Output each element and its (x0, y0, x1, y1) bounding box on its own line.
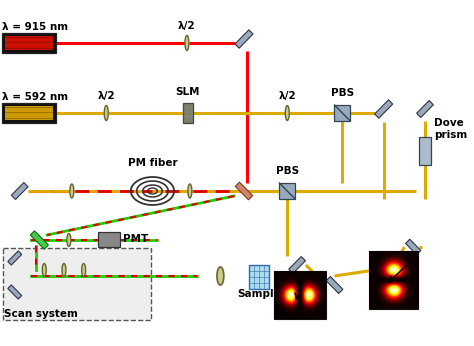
Text: λ = 915 nm: λ = 915 nm (2, 22, 68, 32)
Ellipse shape (188, 184, 192, 198)
Bar (369, 251, 418, 309)
Bar (274, 271, 326, 319)
Text: PMT: PMT (123, 234, 148, 244)
Bar (335, 105, 350, 121)
Bar (2, 103, 56, 123)
Ellipse shape (62, 264, 66, 276)
Text: Sample: Sample (237, 289, 281, 299)
Bar (183, 103, 193, 123)
Ellipse shape (217, 267, 224, 285)
Bar (235, 182, 253, 200)
Ellipse shape (104, 106, 108, 120)
Bar (374, 100, 393, 118)
Ellipse shape (82, 264, 86, 276)
Bar (417, 101, 433, 118)
Bar (5, 106, 53, 120)
Ellipse shape (285, 106, 289, 120)
Ellipse shape (70, 184, 74, 198)
Text: λ/2: λ/2 (278, 91, 296, 101)
Text: Dove
prism: Dove prism (434, 118, 467, 140)
Ellipse shape (67, 234, 71, 246)
Text: PM fiber: PM fiber (128, 158, 177, 168)
Bar (235, 30, 253, 48)
Bar (8, 251, 22, 265)
Bar (11, 182, 28, 200)
Bar (419, 137, 431, 165)
Bar (326, 276, 343, 293)
Bar (375, 262, 392, 279)
Bar (5, 36, 53, 50)
Bar (289, 256, 305, 273)
Bar (99, 232, 120, 247)
Bar (3, 248, 151, 320)
Bar (30, 231, 48, 249)
Bar (406, 239, 421, 255)
Bar (279, 183, 295, 199)
Bar (249, 265, 269, 289)
Text: λ = 592 nm: λ = 592 nm (2, 92, 68, 102)
Bar (2, 33, 56, 53)
Text: λ/2: λ/2 (98, 91, 115, 101)
Ellipse shape (185, 36, 189, 51)
Text: PBS: PBS (331, 88, 354, 98)
Text: SLM: SLM (176, 87, 200, 97)
Bar (8, 285, 22, 299)
Text: PBS: PBS (276, 166, 299, 176)
Ellipse shape (42, 264, 46, 276)
Text: Scan system: Scan system (4, 309, 78, 319)
Text: λ/2: λ/2 (178, 21, 196, 31)
